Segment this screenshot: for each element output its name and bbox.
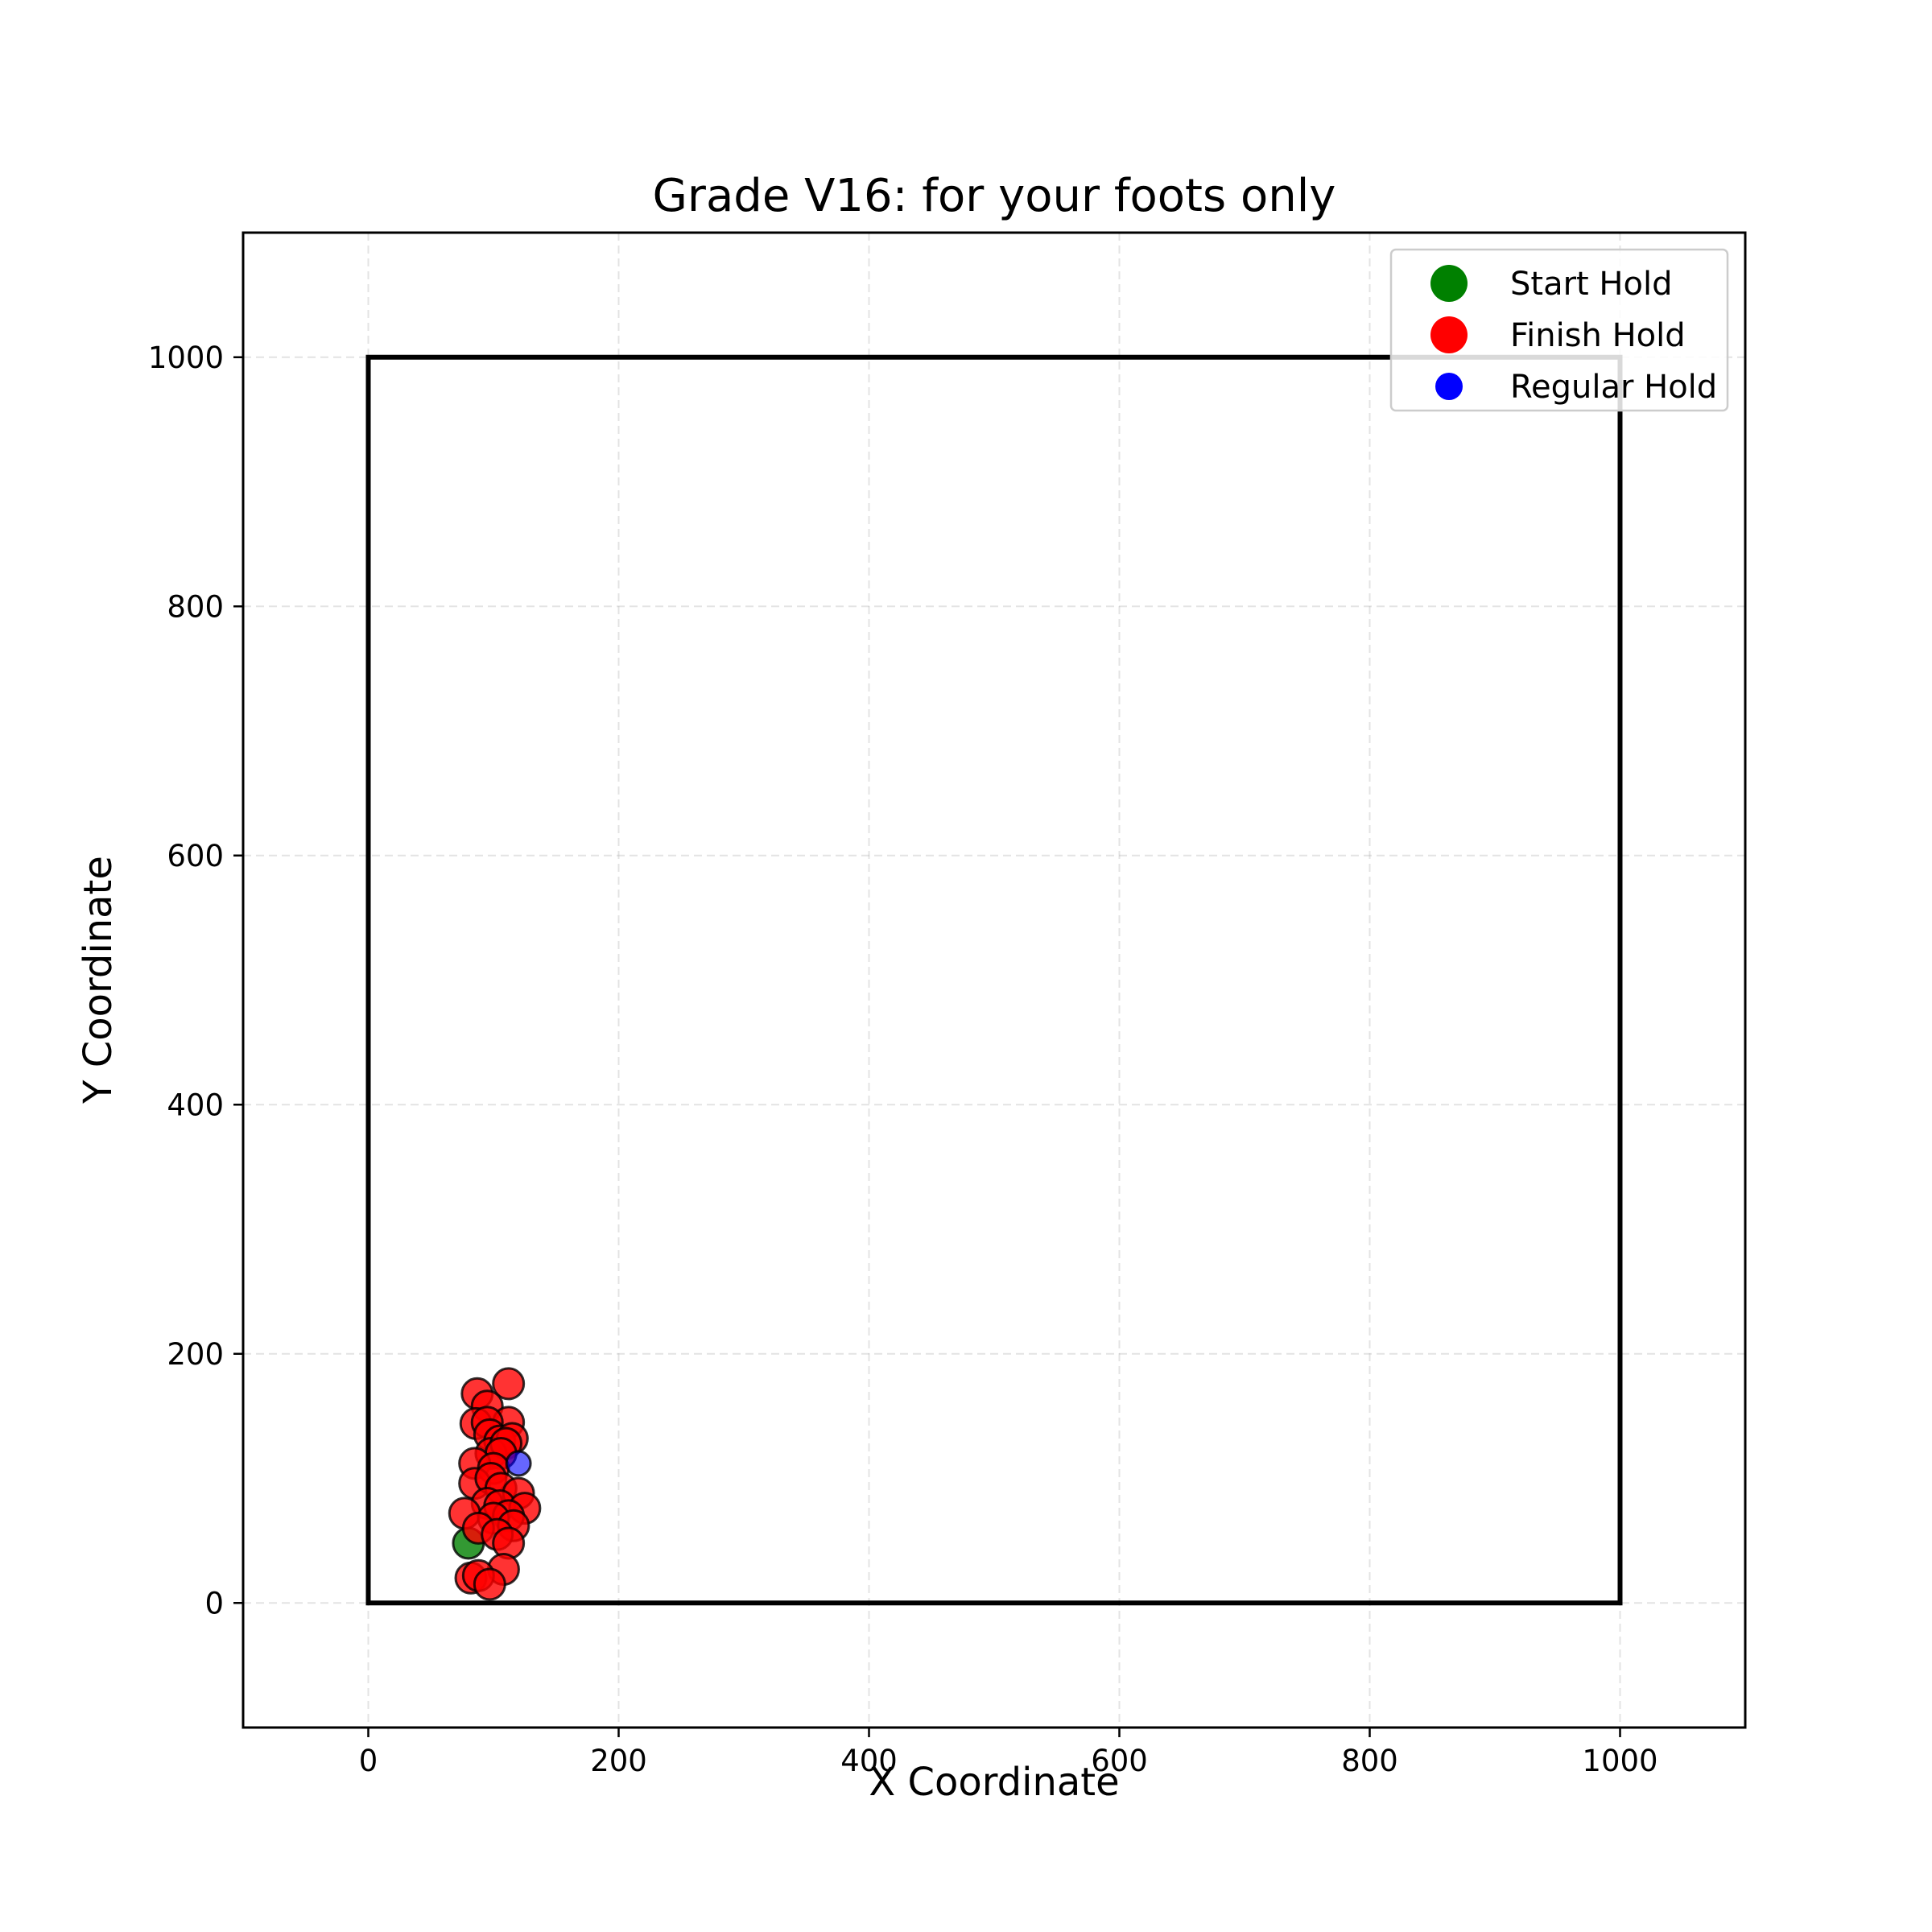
- regular-hold-legend-marker: [1435, 373, 1463, 400]
- finish-hold-legend-marker: [1430, 316, 1468, 353]
- x-tick-label: 600: [1091, 1744, 1148, 1778]
- x-tick-label: 1000: [1582, 1744, 1657, 1778]
- y-tick-label: 600: [167, 839, 224, 873]
- y-tick-label: 1000: [148, 341, 224, 375]
- y-axis-title: Y Coordinate: [76, 856, 121, 1104]
- finish-hold-point: [492, 1367, 526, 1401]
- y-tick-label: 0: [204, 1586, 224, 1620]
- regular-hold-legend-label: Regular Hold: [1510, 369, 1717, 406]
- x-axis-title: X Coordinate: [869, 1760, 1119, 1805]
- x-tick-label: 200: [590, 1744, 647, 1778]
- regular-hold-point: [505, 1450, 532, 1477]
- finish-hold-point: [473, 1567, 506, 1601]
- legend: Start Hold Finish Hold Regular Hold: [1389, 248, 1729, 412]
- wall-boundary: [365, 354, 1623, 1606]
- wall-outline: [365, 354, 1623, 1606]
- y-tick-label: 400: [167, 1088, 224, 1122]
- legend-box: [1389, 248, 1729, 412]
- start-hold-legend-label: Start Hold: [1510, 266, 1672, 303]
- x-tick-label: 800: [1341, 1744, 1398, 1778]
- data-points: [448, 1367, 542, 1601]
- y-tick-label: 200: [167, 1337, 224, 1372]
- finish-hold-legend-label: Finish Hold: [1510, 317, 1686, 354]
- plot-frame: [242, 231, 1747, 1729]
- x-tick-label: 0: [359, 1744, 378, 1778]
- axis-ticks: 0 200 400 600 800 1000 0 200 400 600 800 1000: [148, 341, 1658, 1778]
- y-tick-label: 800: [167, 589, 224, 624]
- x-tick-label: 400: [840, 1744, 898, 1778]
- chart-title: Grade V16: for your foots only: [653, 170, 1336, 222]
- start-hold-legend-marker: [1430, 265, 1468, 302]
